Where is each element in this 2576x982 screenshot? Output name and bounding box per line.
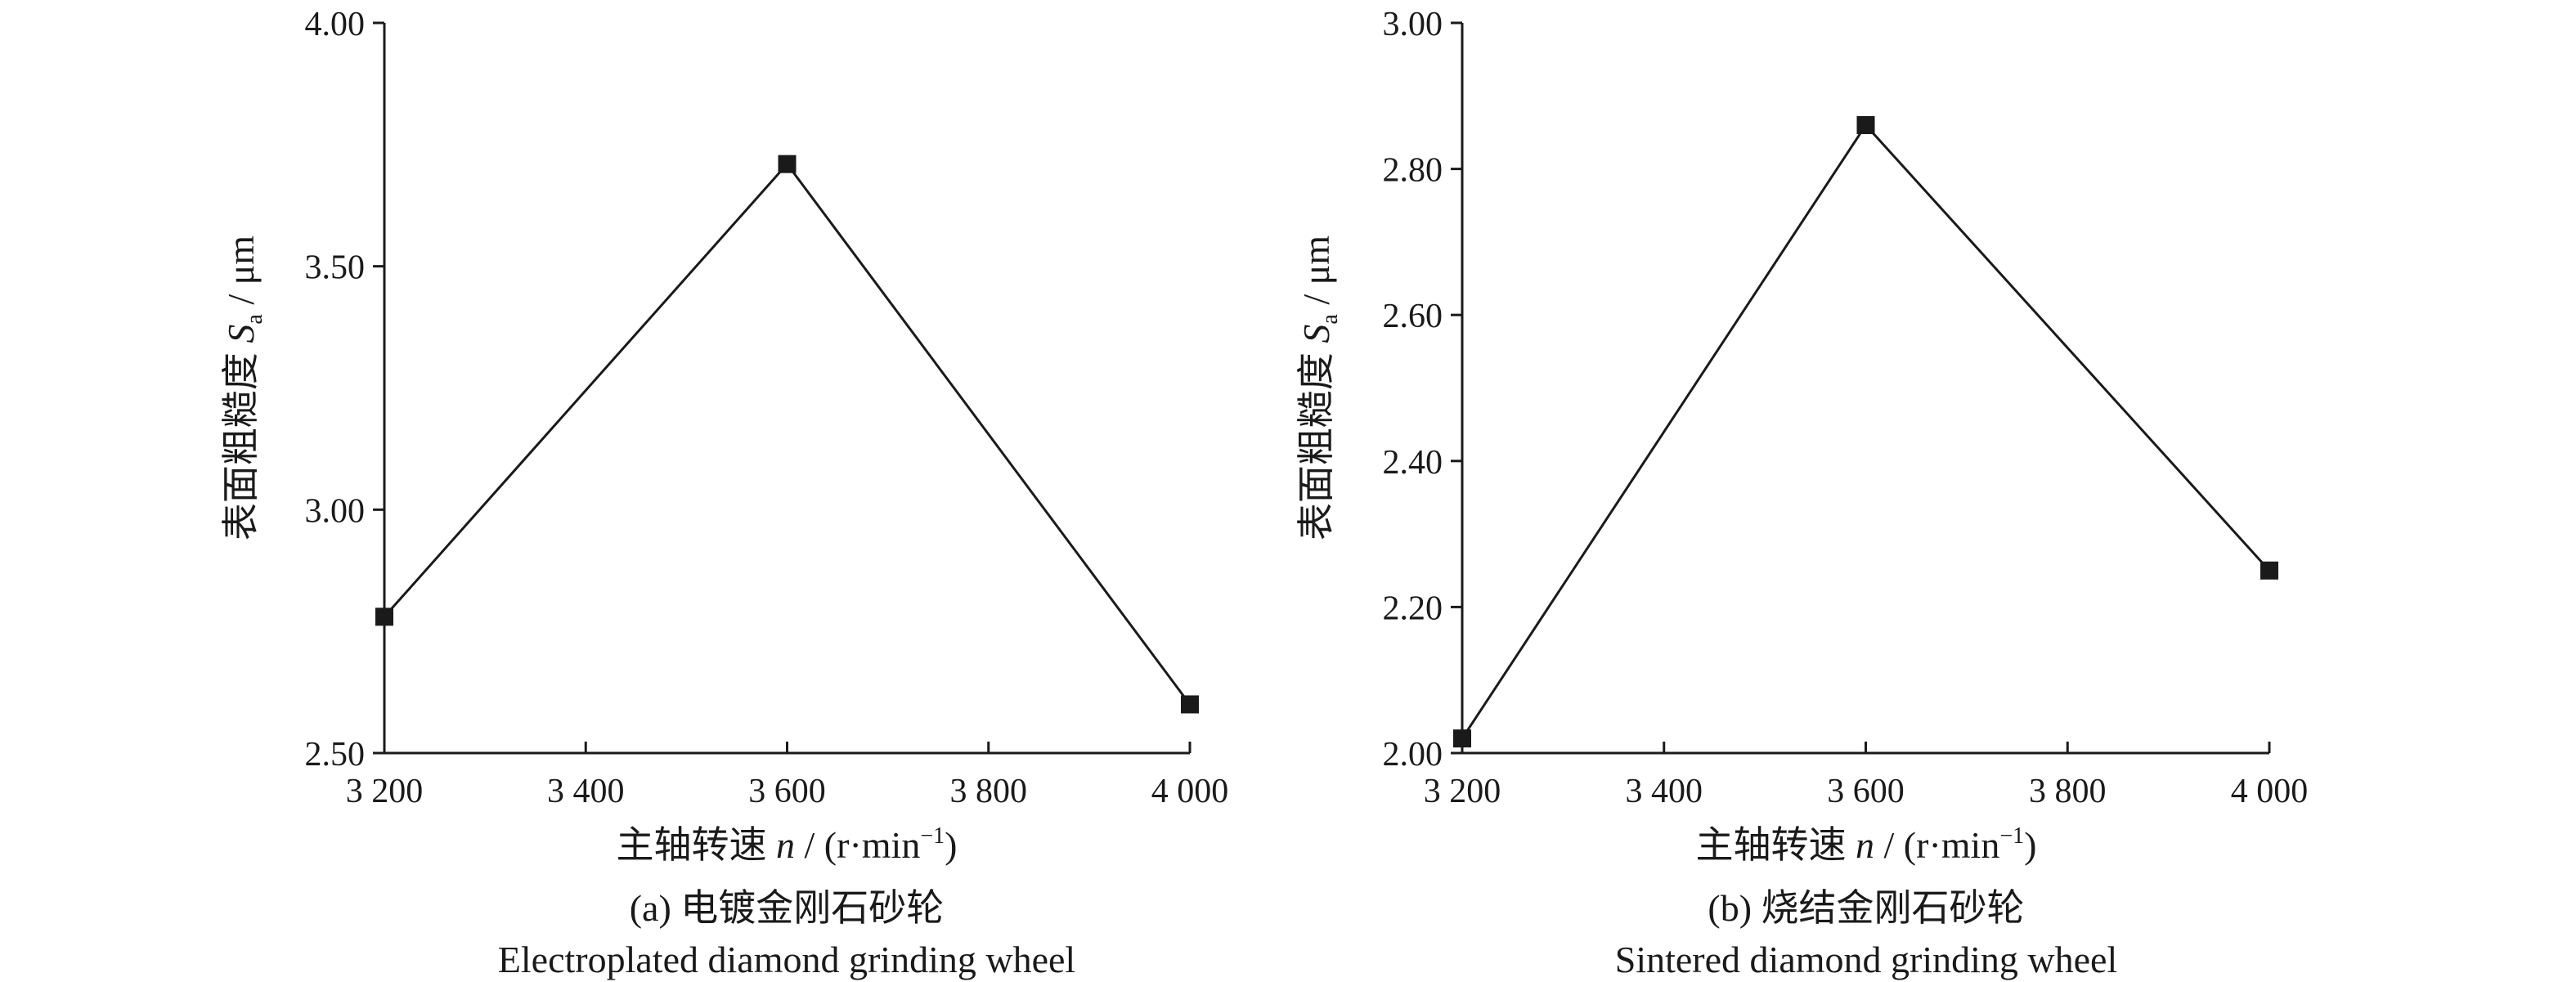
- x-tick-label: 3 200: [1424, 773, 1501, 810]
- series-line: [1461, 123, 2271, 739]
- x-tick-label: 3 600: [1827, 773, 1905, 810]
- panel-caption-en: Sintered diamond grinding wheel: [1615, 939, 2118, 980]
- chart-panel-b: 2.00 2.20 2.40 2.60 2.80 3.00 3 200 3 400 3 600 3…: [1295, 6, 2308, 980]
- y-tick-label: 2.20: [1383, 590, 1443, 627]
- x-tick-label: 4 000: [1151, 773, 1229, 810]
- data-point-marker: [375, 608, 393, 626]
- y-tick-label: 4.00: [305, 6, 366, 43]
- y-tick-label: 3.00: [305, 492, 366, 530]
- y-axis-label: 表面粗糙度 Sa / μm: [220, 235, 267, 540]
- data-point-marker: [778, 155, 797, 173]
- y-axis-label: 表面粗糙度 Sa / μm: [1295, 235, 1343, 540]
- x-tick-label: 3 600: [748, 773, 826, 810]
- data-point-marker: [1856, 116, 1875, 135]
- y-tick-label: 2.60: [1383, 298, 1443, 335]
- x-tick-label: 3 800: [950, 773, 1028, 810]
- x-axis-label: 主轴转速 n / (r·min−1): [1696, 823, 2037, 866]
- y-tick-label: 2.40: [1383, 444, 1443, 482]
- panel-caption-cn: (b) 烧结金刚石砂轮: [1708, 887, 2024, 929]
- chart-panel-a: 2.50 3.00 3.50 4.00 3 200 3 400 3 600 3 800 4 00…: [220, 6, 1228, 980]
- x-tick-label: 3 200: [346, 773, 424, 810]
- y-tick-label: 2.80: [1383, 152, 1443, 190]
- data-point-marker: [1453, 729, 1471, 748]
- data-point-marker: [1181, 695, 1199, 714]
- panel-caption-en: Electroplated diamond grinding wheel: [498, 939, 1075, 980]
- series-line: [383, 162, 1192, 706]
- x-tick-label: 4 000: [2231, 773, 2309, 810]
- panel-caption-cn: (a) 电镀金刚石砂轮: [630, 887, 945, 929]
- y-tick-label: 2.00: [1383, 736, 1443, 773]
- x-tick-label: 3 400: [1626, 773, 1703, 810]
- x-axis-label: 主轴转速 n / (r·min−1): [617, 823, 958, 866]
- data-point-marker: [2260, 561, 2278, 580]
- x-tick-label: 3 800: [2029, 773, 2107, 810]
- x-tick-label: 3 400: [547, 773, 625, 810]
- y-tick-label: 3.50: [305, 249, 366, 287]
- y-tick-label: 3.00: [1383, 6, 1443, 43]
- y-tick-label: 2.50: [305, 736, 366, 773]
